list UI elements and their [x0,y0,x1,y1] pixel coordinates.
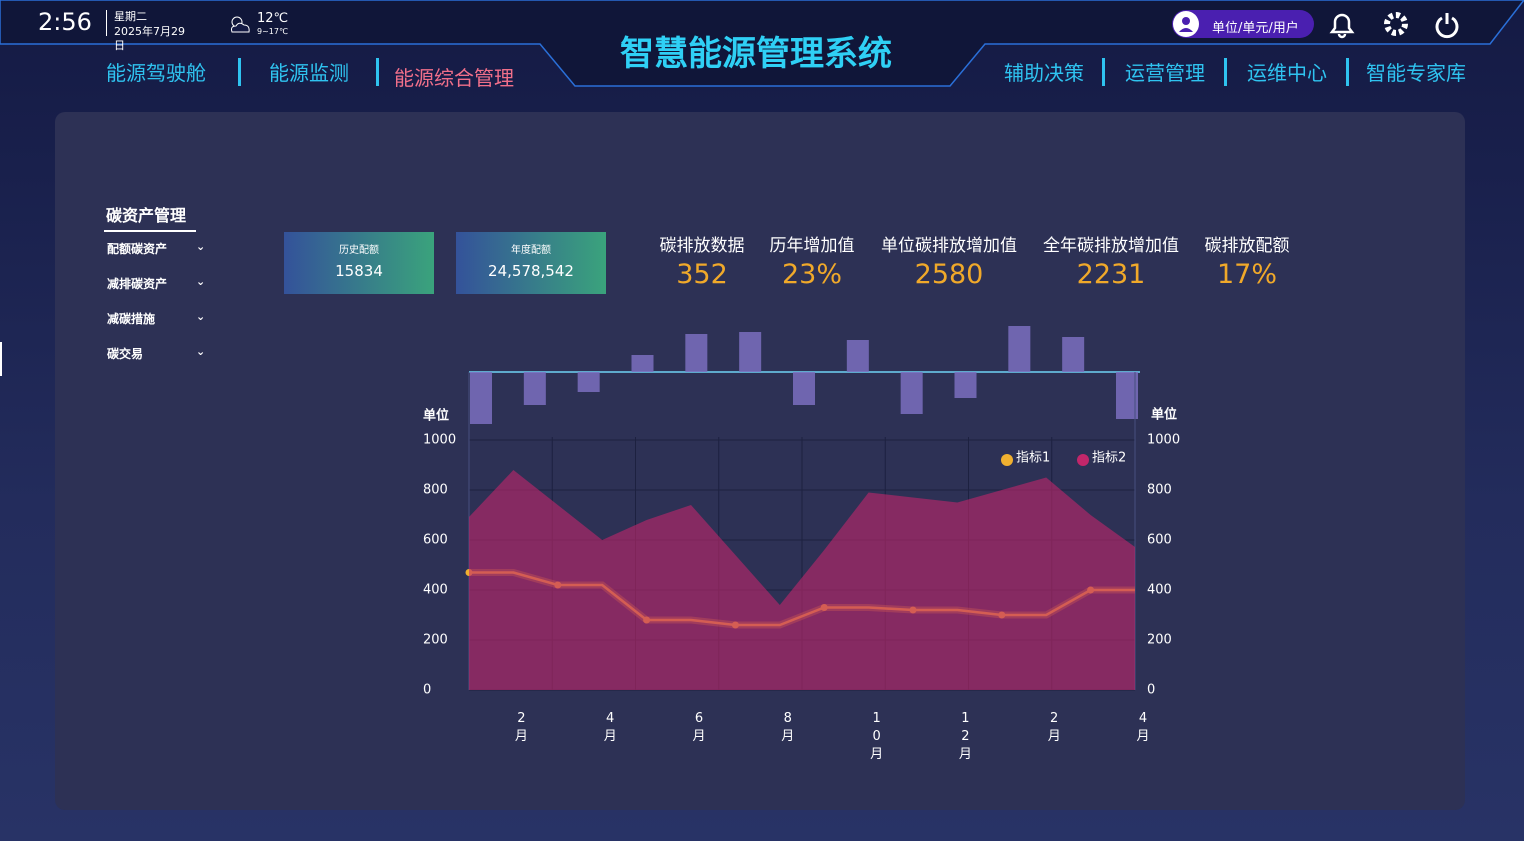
bar [900,372,923,414]
y-tick-label: 1000 [423,433,456,448]
chevron: ⌄ [196,275,206,288]
date: 2025年7月29日 [114,25,185,52]
nav-item[interactable]: 运营管理 [1125,61,1205,85]
nav-item[interactable]: 能源驾驶舱 [106,61,206,85]
bar [523,372,546,405]
kpi-value: 2580 [914,259,984,290]
kpi-label: 历年增加值 [769,236,855,256]
y2-tick-label: 800 [1147,483,1172,498]
y-tick-label: 0 [423,683,431,698]
legend-label: 指标2 [1092,451,1126,466]
bar [1116,372,1138,419]
y2-tick-label: 400 [1147,583,1172,598]
sidebar-item[interactable]: 配额碳资产 [107,242,168,256]
legend-swatch [1077,454,1089,466]
kpi-value: 23% [781,259,842,290]
chevron: ⌄ [196,310,206,323]
y-axis-label: 单位 [423,408,449,424]
power-icon[interactable] [1435,13,1459,39]
chevron: ⌄ [196,345,206,358]
bar [846,340,869,372]
y-tick-label: 600 [423,533,448,548]
nav-divider [1346,58,1349,86]
nav-item[interactable]: 辅助决策 [1004,61,1084,85]
weekday: 星期二 [114,10,147,23]
bar [577,372,600,392]
chevron: ⌄ [196,240,206,253]
system-title: 智慧能源管理系统 [620,34,892,74]
nav-divider [376,58,379,86]
kpi-value: 2231 [1076,259,1146,290]
weather-icon [231,16,250,33]
kpi-label: 碳排放数据 [659,236,745,256]
kpi-value: 17% [1216,259,1277,290]
y2-tick-label: 200 [1147,633,1172,648]
kpi-label: 碳排放配额 [1204,236,1290,256]
temperature-range: 9~17℃ [257,27,288,36]
quota-card: 年度配额 24,578,542 [456,232,606,294]
legend-swatch [1001,454,1013,466]
kpi-label: 单位碳排放增加值 [881,236,1017,256]
settings-icon[interactable] [1384,12,1408,36]
card-value: 15834 [335,262,383,280]
y2-axis-label: 单位 [1151,407,1177,423]
sidebar-underline [104,230,196,232]
y-tick-label: 400 [423,583,448,598]
sidebar-item[interactable]: 减碳措施 [107,312,156,326]
y2-tick-label: 0 [1147,683,1155,698]
bar [1008,326,1031,372]
user-label: 单位/单元/用户 [1212,21,1299,36]
y-tick-label: 200 [423,633,448,648]
header-frame [0,0,1524,87]
bar [793,372,815,405]
user-button[interactable]: 单位/单元/用户 [1172,10,1314,38]
sidebar-item[interactable]: 减排碳资产 [107,277,168,291]
bar [954,372,977,398]
nav-item[interactable]: 能源监测 [269,61,349,85]
main-panel [55,112,1465,810]
header-icons [1329,12,1459,39]
nav-divider [238,58,241,86]
bar [739,332,762,372]
sidebar-title: 碳资产管理 [106,206,187,225]
card-value: 24,578,542 [488,262,574,280]
clock: 2:56 [38,8,92,36]
y2-tick-label: 1000 [1147,433,1180,448]
y-tick-label: 800 [423,483,448,498]
bell-icon[interactable] [1329,13,1355,39]
sidebar-item[interactable]: 碳交易 [107,347,144,361]
legend-label: 指标1 [1016,451,1050,466]
kpi-value: 352 [676,259,728,290]
kpi-label: 全年碳排放增加值 [1043,236,1179,256]
nav-item[interactable]: 运维中心 [1247,61,1327,85]
card-label: 年度配额 [511,245,551,256]
bar [1062,337,1085,372]
y2-tick-label: 600 [1147,533,1172,548]
quota-card: 历史配额 15834 [284,232,434,294]
bar [685,334,708,372]
nav-item[interactable]: 能源综合管理 [394,66,514,90]
nav-item[interactable]: 智能专家库 [1366,61,1466,85]
area [469,470,1135,690]
bar [470,372,492,424]
edge-marker [0,342,2,376]
card-label: 历史配额 [339,245,379,256]
nav-divider [1102,58,1105,86]
temperature: 12℃ [257,11,289,26]
divider [106,10,107,36]
bar [631,355,654,372]
nav-divider [1224,58,1227,86]
user-icon [1173,11,1199,37]
